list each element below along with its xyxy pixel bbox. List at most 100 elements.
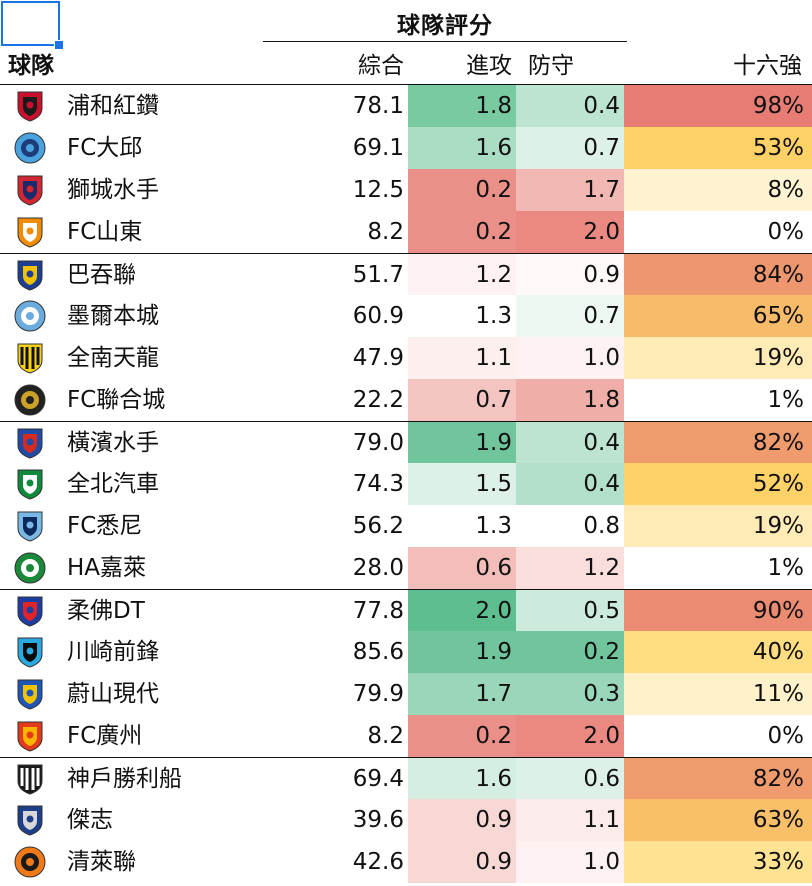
team-name[interactable]: 浦和紅鑽 — [67, 93, 159, 119]
overall-rating[interactable]: 60.9 — [352, 303, 404, 329]
table-row[interactable]: 川崎前鋒 85.6 1.9 0.2 40% — [0, 631, 812, 673]
round16-probability[interactable]: 52% — [624, 463, 812, 505]
table-row[interactable]: 墨爾本城 60.9 1.3 0.7 65% — [0, 295, 812, 337]
column-header-defense[interactable]: 防守 — [528, 53, 574, 79]
table-row[interactable]: HA嘉萊 28.0 0.6 1.2 1% — [0, 547, 812, 589]
round16-probability[interactable]: 8% — [624, 169, 812, 211]
attack-rating[interactable]: 1.6 — [408, 127, 516, 169]
team-name[interactable]: HA嘉萊 — [67, 555, 147, 581]
defense-rating[interactable]: 0.8 — [516, 505, 624, 547]
table-row[interactable]: 神戶勝利船 69.4 1.6 0.6 82% — [0, 757, 812, 799]
table-row[interactable]: 柔佛DT 77.8 2.0 0.5 90% — [0, 589, 812, 631]
table-row[interactable]: 全北汽車 74.3 1.5 0.4 52% — [0, 463, 812, 505]
round16-probability[interactable]: 1% — [624, 547, 812, 589]
table-row[interactable]: 清萊聯 42.6 0.9 1.0 33% — [0, 841, 812, 883]
team-name[interactable]: 橫濱水手 — [67, 430, 159, 456]
table-row[interactable]: 浦和紅鑽 78.1 1.8 0.4 98% — [0, 85, 812, 127]
column-header-team[interactable]: 球隊 — [8, 53, 54, 79]
attack-rating[interactable]: 0.9 — [408, 799, 516, 841]
attack-rating[interactable]: 1.1 — [408, 337, 516, 379]
defense-rating[interactable]: 1.7 — [516, 169, 624, 211]
team-name[interactable]: 蔚山現代 — [67, 681, 159, 707]
round16-probability[interactable]: 0% — [624, 211, 812, 253]
defense-rating[interactable]: 0.3 — [516, 673, 624, 715]
round16-probability[interactable]: 53% — [624, 127, 812, 169]
team-name[interactable]: 傑志 — [67, 807, 113, 833]
round16-probability[interactable]: 65% — [624, 295, 812, 337]
defense-rating[interactable]: 0.4 — [516, 85, 624, 127]
defense-rating[interactable]: 2.0 — [516, 715, 624, 757]
defense-rating[interactable]: 0.5 — [516, 590, 624, 631]
defense-rating[interactable]: 0.2 — [516, 631, 624, 673]
table-row[interactable]: FC聯合城 22.2 0.7 1.8 1% — [0, 379, 812, 421]
table-row[interactable]: FC悉尼 56.2 1.3 0.8 19% — [0, 505, 812, 547]
team-name[interactable]: 全北汽車 — [67, 471, 159, 497]
attack-rating[interactable]: 0.2 — [408, 169, 516, 211]
column-header-overall[interactable]: 綜合 — [358, 53, 404, 79]
attack-rating[interactable]: 1.8 — [408, 85, 516, 127]
overall-rating[interactable]: 8.2 — [367, 723, 404, 749]
column-header-attack[interactable]: 進攻 — [466, 53, 512, 79]
overall-rating[interactable]: 79.0 — [352, 430, 404, 456]
overall-rating[interactable]: 22.2 — [352, 387, 404, 413]
defense-rating[interactable]: 1.8 — [516, 379, 624, 421]
round16-probability[interactable]: 1% — [624, 379, 812, 421]
overall-rating[interactable]: 69.4 — [352, 766, 404, 792]
fill-handle[interactable] — [54, 40, 64, 50]
attack-rating[interactable]: 1.9 — [408, 422, 516, 463]
attack-rating[interactable]: 0.7 — [408, 379, 516, 421]
defense-rating[interactable]: 0.4 — [516, 422, 624, 463]
overall-rating[interactable]: 56.2 — [352, 513, 404, 539]
defense-rating[interactable]: 1.0 — [516, 337, 624, 379]
team-name[interactable]: 墨爾本城 — [67, 303, 159, 329]
overall-rating[interactable]: 51.7 — [352, 262, 404, 288]
overall-rating[interactable]: 8.2 — [367, 219, 404, 245]
attack-rating[interactable]: 0.9 — [408, 841, 516, 883]
attack-rating[interactable]: 1.6 — [408, 758, 516, 799]
defense-rating[interactable]: 1.1 — [516, 799, 624, 841]
column-header-round16[interactable]: 十六強 — [733, 53, 802, 79]
selected-cell[interactable] — [1, 1, 60, 46]
table-row[interactable]: 傑志 39.6 0.9 1.1 63% — [0, 799, 812, 841]
round16-probability[interactable]: 0% — [624, 715, 812, 757]
defense-rating[interactable]: 0.7 — [516, 295, 624, 337]
defense-rating[interactable]: 1.0 — [516, 841, 624, 883]
table-row[interactable]: FC廣州 8.2 0.2 2.0 0% — [0, 715, 812, 757]
attack-rating[interactable]: 2.0 — [408, 590, 516, 631]
overall-rating[interactable]: 78.1 — [352, 93, 404, 119]
table-row[interactable]: 獅城水手 12.5 0.2 1.7 8% — [0, 169, 812, 211]
table-row[interactable]: FC大邱 69.1 1.6 0.7 53% — [0, 127, 812, 169]
defense-rating[interactable]: 0.7 — [516, 127, 624, 169]
team-name[interactable]: FC大邱 — [67, 135, 143, 161]
round16-probability[interactable]: 98% — [624, 85, 812, 127]
attack-rating[interactable]: 0.6 — [408, 547, 516, 589]
team-name[interactable]: FC悉尼 — [67, 513, 143, 539]
round16-probability[interactable]: 11% — [624, 673, 812, 715]
attack-rating[interactable]: 1.5 — [408, 463, 516, 505]
table-row[interactable]: 橫濱水手 79.0 1.9 0.4 82% — [0, 421, 812, 463]
attack-rating[interactable]: 1.3 — [408, 295, 516, 337]
round16-probability[interactable]: 90% — [624, 590, 812, 631]
attack-rating[interactable]: 1.3 — [408, 505, 516, 547]
attack-rating[interactable]: 0.2 — [408, 715, 516, 757]
defense-rating[interactable]: 2.0 — [516, 211, 624, 253]
round16-probability[interactable]: 40% — [624, 631, 812, 673]
attack-rating[interactable]: 1.9 — [408, 631, 516, 673]
attack-rating[interactable]: 1.7 — [408, 673, 516, 715]
team-name[interactable]: FC聯合城 — [67, 387, 166, 413]
overall-rating[interactable]: 77.8 — [352, 598, 404, 624]
table-row[interactable]: FC山東 8.2 0.2 2.0 0% — [0, 211, 812, 253]
overall-rating[interactable]: 69.1 — [352, 135, 404, 161]
team-name[interactable]: 獅城水手 — [67, 177, 159, 203]
overall-rating[interactable]: 47.9 — [352, 345, 404, 371]
round16-probability[interactable]: 19% — [624, 337, 812, 379]
team-name[interactable]: FC廣州 — [67, 723, 143, 749]
defense-rating[interactable]: 1.2 — [516, 547, 624, 589]
defense-rating[interactable]: 0.4 — [516, 463, 624, 505]
team-name[interactable]: 柔佛DT — [67, 598, 145, 624]
defense-rating[interactable]: 0.9 — [516, 254, 624, 295]
overall-rating[interactable]: 42.6 — [352, 849, 404, 875]
overall-rating[interactable]: 85.6 — [352, 639, 404, 665]
round16-probability[interactable]: 19% — [624, 505, 812, 547]
table-row[interactable]: 蔚山現代 79.9 1.7 0.3 11% — [0, 673, 812, 715]
